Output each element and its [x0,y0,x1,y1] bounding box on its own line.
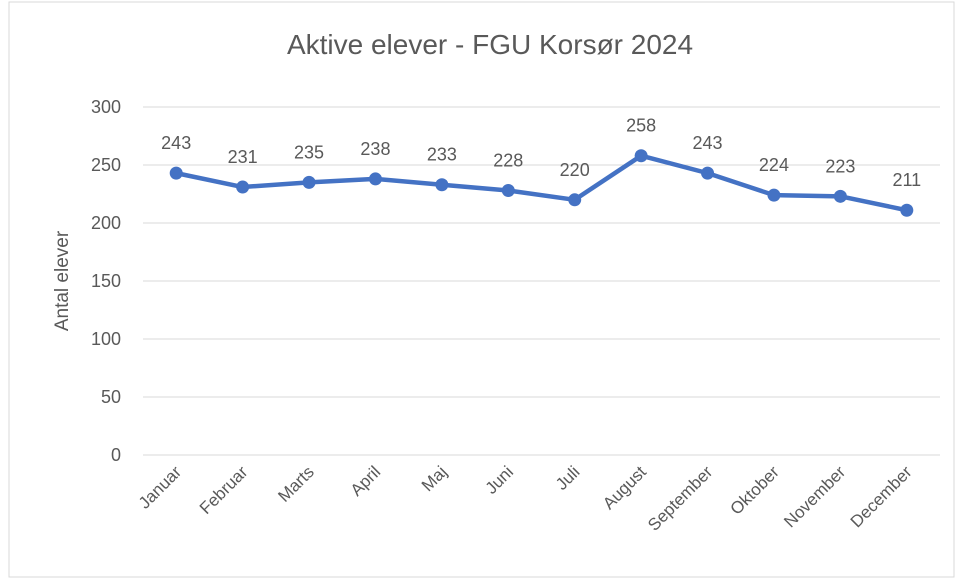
point [767,188,781,202]
data-label: 235 [294,142,324,162]
data-label: 211 [892,170,921,190]
point [634,149,648,163]
point [501,184,515,198]
point [169,166,183,180]
point [568,193,582,207]
data-label: 233 [427,145,457,165]
point [302,175,316,189]
data-label: 243 [693,133,723,153]
chart-frame [8,1,955,578]
point [900,203,914,217]
point [435,178,449,192]
y-tick-label: 0 [111,445,121,465]
y-tick-label: 100 [91,329,121,349]
line [175,153,908,213]
y-tick-label: 250 [91,155,121,175]
data-label: 224 [759,155,789,175]
data-label: 220 [560,160,590,180]
data-label: 231 [228,147,258,167]
y-tick-label: 200 [91,213,121,233]
point [236,180,250,194]
data-label: 258 [626,116,656,136]
data-label: 238 [360,139,390,159]
point [701,166,715,180]
point [833,189,847,203]
data-label: 228 [493,151,523,171]
y-tick-label: 300 [91,97,121,117]
y-axis-label: Antal elever [52,230,73,331]
y-tick-label: 150 [91,271,121,291]
data-label: 243 [161,133,191,153]
chart-title: Aktive elever - FGU Korsør 2024 [287,29,693,60]
y-tick-label: 50 [101,387,121,407]
point [368,172,382,186]
data-label: 223 [825,156,855,176]
